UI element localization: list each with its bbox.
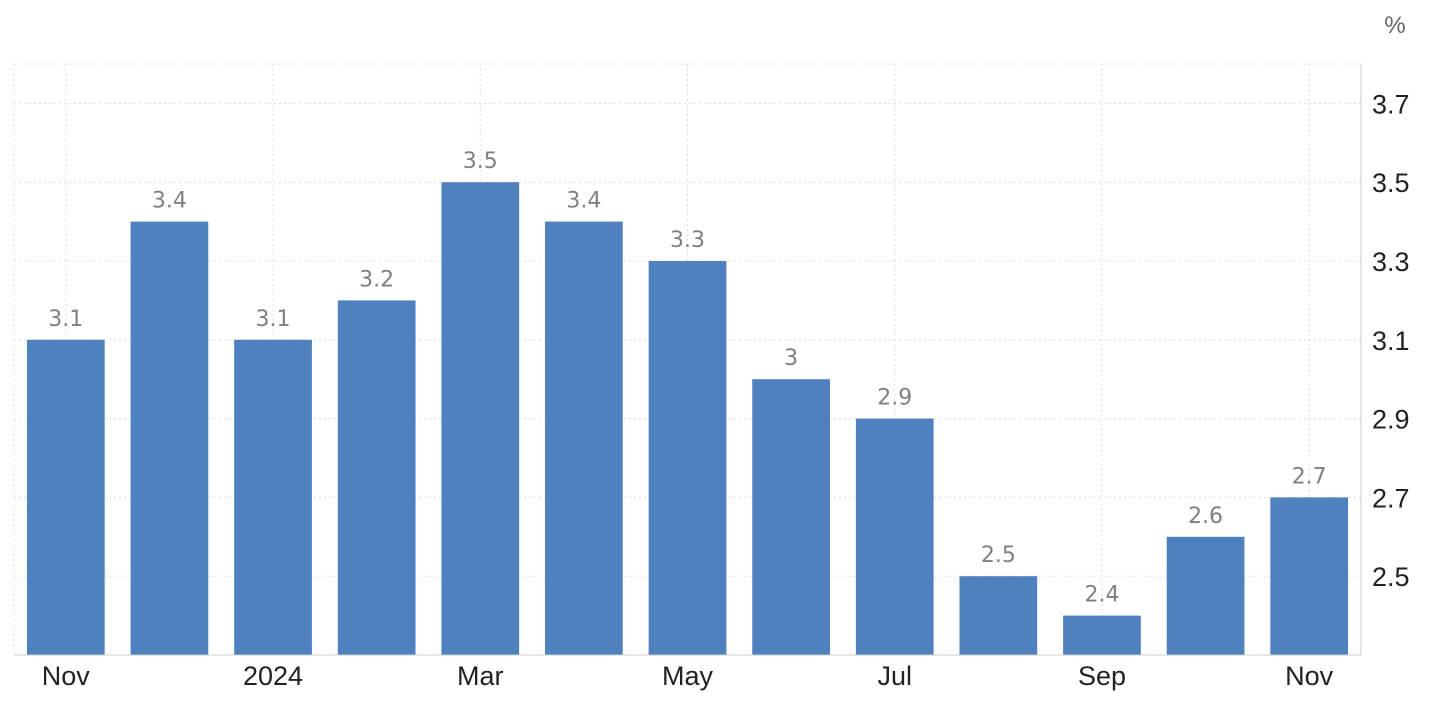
bar xyxy=(1063,615,1141,655)
bar-value-label: 3.3 xyxy=(670,228,705,253)
bar xyxy=(1270,497,1349,655)
y-tick-label: 2.7 xyxy=(1372,483,1410,513)
y-tick-label: 3.3 xyxy=(1372,247,1410,277)
bar-value-label: 3.1 xyxy=(256,307,291,332)
bar xyxy=(855,418,934,655)
bar-value-label: 2.7 xyxy=(1292,464,1327,489)
bar-value-label: 3.1 xyxy=(48,307,83,332)
bar-value-label: 2.6 xyxy=(1188,504,1223,529)
bar-value-label: 3.4 xyxy=(566,189,601,214)
y-axis: 2.5 2.7 2.9 3.1 3.3 3.5 3.7 xyxy=(1360,64,1410,655)
bar-value-label: 3.2 xyxy=(359,267,394,292)
bar xyxy=(337,300,416,655)
bar xyxy=(648,261,727,655)
x-tick-label: May xyxy=(662,661,714,691)
y-tick-label: 2.9 xyxy=(1372,405,1410,435)
y-axis-unit-label: % xyxy=(1384,12,1405,39)
bar xyxy=(545,221,623,655)
bar-value-label: 2.4 xyxy=(1084,583,1119,608)
x-tick-label: Jul xyxy=(877,661,912,691)
bar xyxy=(234,339,312,655)
value-labels: 3.1 3.4 3.1 3.2 3.5 3.4 3.3 3 2.9 2.5 2.4 2.6 2.7 xyxy=(48,149,1326,607)
bar xyxy=(752,379,830,655)
bar xyxy=(441,182,520,655)
bar xyxy=(130,221,209,655)
bar xyxy=(959,576,1038,655)
bar xyxy=(1166,536,1245,655)
y-tick-label: 3.5 xyxy=(1372,168,1410,198)
bars xyxy=(26,182,1349,655)
x-tick-label: Sep xyxy=(1078,661,1126,691)
bar-value-label: 3.5 xyxy=(463,149,498,174)
y-tick-label: 2.5 xyxy=(1372,562,1410,592)
x-axis: Nov 2024 Mar May Jul Sep Nov xyxy=(14,654,1361,691)
bar-value-label: 3.4 xyxy=(152,189,187,214)
x-tick-label: Nov xyxy=(1285,661,1334,691)
x-tick-label: 2024 xyxy=(243,661,303,691)
x-tick-label: Mar xyxy=(457,661,504,691)
x-tick-label: Nov xyxy=(42,661,91,691)
bar xyxy=(26,339,105,655)
y-tick-label: 3.7 xyxy=(1372,89,1410,119)
bar-value-label: 2.9 xyxy=(877,386,912,411)
bar-value-label: 2.5 xyxy=(981,543,1016,568)
y-tick-label: 3.1 xyxy=(1372,326,1410,356)
bar-value-label: 3 xyxy=(784,346,798,371)
